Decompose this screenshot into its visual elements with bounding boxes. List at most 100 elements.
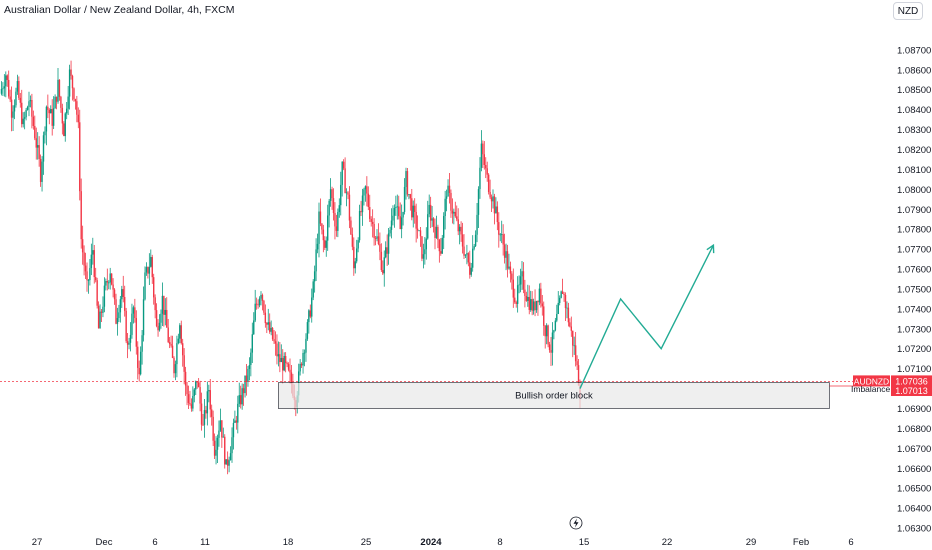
candle-body [168,342,171,344]
candle-body [302,353,304,366]
y-tick-label: 1.06800 [897,424,931,435]
candle-body [125,310,127,342]
candle-body [95,277,97,281]
candle-body [483,154,485,166]
currency-button[interactable]: NZD [893,2,923,20]
candle-body [77,114,79,123]
candle-body [63,123,65,137]
candle-body [363,189,365,196]
candle-body [445,196,448,199]
candle-body [187,394,190,403]
y-tick-label: 1.06900 [897,404,931,415]
candle-body [406,171,409,195]
candle-body [115,299,117,324]
candle-body [10,99,13,118]
candle-body [316,243,319,250]
y-tick-label: 1.08700 [897,45,931,56]
candle-body [472,248,474,268]
candle-body [402,211,404,218]
candle-body [139,351,142,375]
candle-body [389,229,391,234]
candle-body [122,289,124,297]
candle-body [347,192,349,195]
y-axis[interactable]: 1.06300 1.06400 1.06500 1.06600 1.06700 1.068… [897,45,931,534]
projection-path [579,244,715,389]
candle-body [545,325,548,337]
candle-body [450,192,452,211]
candle-body [564,294,567,309]
candle-body [335,226,338,231]
candle-body [102,306,104,313]
candle-body [337,212,339,231]
candle-body [516,285,519,304]
candle-body [361,195,364,213]
candle-body [160,313,162,323]
candle-body [269,322,271,332]
candle-body [522,271,525,290]
candle-body [80,191,82,240]
candle-body [502,234,504,245]
candle-body [540,288,542,304]
candle-body [418,230,420,232]
candle-body [409,194,412,199]
lightning-icon[interactable] [569,516,583,530]
candle-body [374,238,377,239]
candle-body [303,352,306,354]
candle-body [234,420,236,423]
candle-body [148,266,151,274]
candle-body [342,161,345,169]
candle-body [279,354,281,363]
candle-body [547,325,549,345]
y-tick-label: 1.07100 [897,364,931,375]
candle-body [415,211,417,229]
candle-body [395,207,397,208]
candle-body [209,390,211,410]
candle-body [487,174,490,192]
candle-body [61,107,64,124]
candle-body [32,116,35,126]
candle-body [129,334,132,343]
candle-body [309,310,311,317]
candle-body [377,236,380,245]
candle-body [141,335,143,352]
candle-body [228,460,230,466]
candle-body [264,312,267,324]
candle-body [250,352,252,366]
candle-body [70,69,72,76]
candle-body [22,118,24,125]
candle-body [73,88,75,100]
candle-body [305,338,307,353]
candle-body [121,289,123,300]
candle-body [199,387,201,404]
candle-body [126,341,129,345]
candle-body [429,204,432,221]
y-tick-label: 1.06500 [897,484,931,495]
candle-body [385,247,387,258]
candle-body [561,291,564,294]
candle-body [180,325,182,344]
candle-body [89,268,91,281]
candle-body [514,297,516,303]
candle-body [222,436,224,438]
candle-body [211,409,213,417]
candle-body [42,135,45,162]
y-tick-label: 1.06600 [897,464,931,475]
candle-body [255,303,258,305]
candle-body [54,96,56,109]
candle-body [13,105,16,112]
projection-arrowhead [706,243,715,254]
last-price-text: 1.07036 [895,376,928,386]
candle-body [174,364,177,374]
candle-body [348,194,351,221]
candle-body [3,86,6,89]
candle-body [393,207,396,216]
candle-body [67,96,69,109]
x-axis[interactable]: 27 Dec 6 11 18 25 2024 8 15 22 29 Feb 6 [32,537,854,548]
x-tick-label: 15 [579,537,590,548]
candle-body [202,424,204,426]
candle-body [528,296,530,310]
candle-body [213,440,216,456]
candle-body [58,79,61,97]
order-block-box [278,382,830,409]
